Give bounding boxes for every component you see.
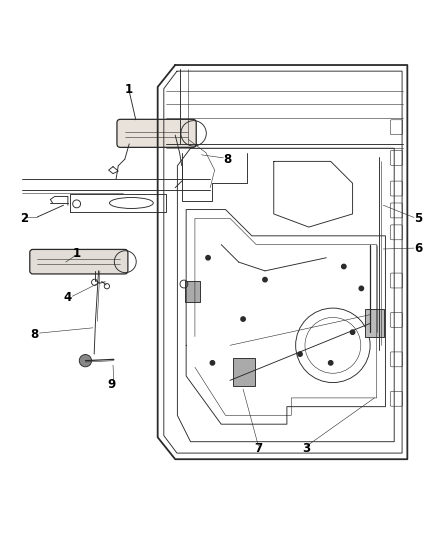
Text: 6: 6 <box>414 243 422 255</box>
Text: 8: 8 <box>224 152 232 166</box>
FancyBboxPatch shape <box>117 119 196 147</box>
Circle shape <box>263 278 267 282</box>
FancyBboxPatch shape <box>185 281 200 302</box>
Text: 3: 3 <box>303 442 311 455</box>
Circle shape <box>359 286 364 290</box>
Circle shape <box>342 264 346 269</box>
Text: 2: 2 <box>20 212 28 225</box>
Text: 8: 8 <box>30 328 38 341</box>
Circle shape <box>350 330 355 334</box>
Text: 1: 1 <box>125 83 133 95</box>
Text: 9: 9 <box>108 378 116 391</box>
FancyBboxPatch shape <box>30 249 128 274</box>
Circle shape <box>241 317 245 321</box>
Circle shape <box>206 255 210 260</box>
Circle shape <box>210 361 215 365</box>
Text: 5: 5 <box>414 212 422 225</box>
Circle shape <box>328 361 333 365</box>
Circle shape <box>298 352 302 356</box>
FancyBboxPatch shape <box>233 358 255 386</box>
Circle shape <box>79 354 92 367</box>
Text: 7: 7 <box>254 442 262 455</box>
Text: 4: 4 <box>64 290 72 304</box>
Text: 1: 1 <box>73 247 81 260</box>
FancyBboxPatch shape <box>365 310 384 337</box>
